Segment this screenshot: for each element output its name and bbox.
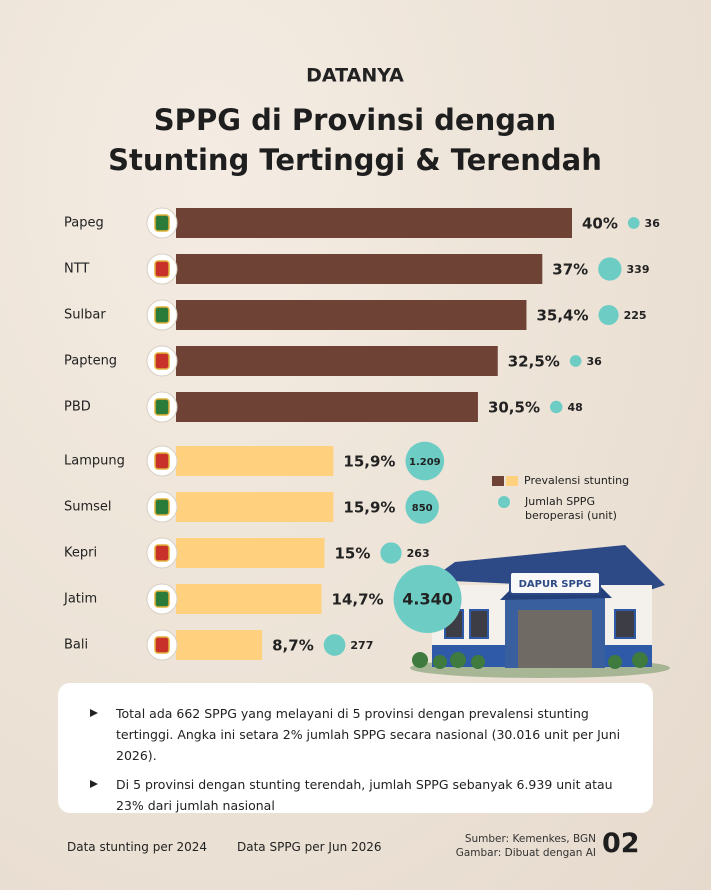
category-label: Papeg <box>64 216 104 231</box>
category-label: Sulbar <box>64 308 106 323</box>
emblem-shield <box>154 544 170 562</box>
bar-value-label: 35,4% <box>536 307 588 325</box>
bar-value-label: 8,7% <box>272 637 314 655</box>
bar <box>176 254 543 284</box>
bar <box>176 538 325 568</box>
category-label: Papteng <box>64 354 117 369</box>
category-label: Jatim <box>63 592 97 607</box>
bubble-value-label: 4.340 <box>402 590 453 609</box>
bubble-value-label: 277 <box>350 639 373 652</box>
bubble-value-label: 850 <box>412 503 433 514</box>
category-label: PBD <box>64 400 91 415</box>
bubble-value-label: 1.209 <box>409 457 441 468</box>
emblem-shield <box>154 636 170 654</box>
bar <box>176 392 478 422</box>
bubble <box>393 565 462 633</box>
bar-value-label: 14,7% <box>332 591 384 609</box>
legend-item: Jumlah SPPG beroperasi (unit) <box>492 495 692 523</box>
kicker: DATANYA <box>306 65 404 87</box>
bubble <box>549 400 563 414</box>
bubble <box>380 542 402 564</box>
building-sign: DAPUR SPPG <box>519 579 592 590</box>
emblem-shield <box>154 498 170 516</box>
bubble <box>405 441 445 481</box>
bar <box>176 346 498 376</box>
bubble-value-label: 263 <box>407 547 430 560</box>
category-label: NTT <box>64 262 89 277</box>
emblem-shield <box>154 214 170 232</box>
building-illustration: DAPUR SPPG <box>410 545 670 678</box>
bar-value-label: 15,9% <box>343 499 395 517</box>
bar-value-label: 30,5% <box>488 399 540 417</box>
legend-swatch <box>492 475 504 486</box>
source: Sumber: Kemenkes, BGN <box>464 833 596 845</box>
credits: Sumber: Kemenkes, BGN Gambar: Dibuat den… <box>420 832 596 860</box>
bar <box>176 446 334 476</box>
bubble <box>627 217 640 229</box>
legend-label: Prevalensi stunting <box>524 474 630 487</box>
notes-box: Total ada 662 SPPG yang melayani di 5 pr… <box>58 683 653 813</box>
emblem-shield <box>154 352 170 370</box>
bubble <box>569 355 582 367</box>
title-line: Stunting Tertinggi & Terendah <box>108 143 602 177</box>
bar-value-label: 40% <box>582 215 618 233</box>
note: Di 5 provinsi dengan stunting terendah, … <box>90 774 623 816</box>
legend-item: Prevalensi stunting <box>492 474 692 487</box>
note: Total ada 662 SPPG yang melayani di 5 pr… <box>90 703 623 766</box>
category-label: Bali <box>64 638 88 653</box>
bubble-value-label: 48 <box>568 401 583 414</box>
bar <box>176 300 527 330</box>
footer-note: Data SPPG per Jun 2026 <box>237 840 382 854</box>
footer-note: Data stunting per 2024 <box>67 840 207 854</box>
bar-value-label: 37% <box>552 261 588 279</box>
bubble <box>405 490 439 524</box>
legend-label: Jumlah SPPG beroperasi (unit) <box>525 495 617 522</box>
emblem-shield <box>154 260 170 278</box>
bubble <box>598 257 622 281</box>
title-line: SPPG di Provinsi dengan <box>154 103 556 137</box>
bar-value-label: 15% <box>335 545 371 563</box>
bubble-value-label: 36 <box>645 217 661 230</box>
bar <box>176 492 334 522</box>
bubble-value-label: 225 <box>624 309 647 322</box>
legend-swatch <box>506 475 518 486</box>
category-label: Kepri <box>64 546 97 561</box>
emblem-shield <box>154 398 170 416</box>
bar <box>176 630 263 660</box>
emblem-shield <box>154 306 170 324</box>
bubble <box>598 304 619 326</box>
bar-value-label: 15,9% <box>343 453 395 471</box>
bar-value-label: 32,5% <box>508 353 560 371</box>
page-number: 02 <box>602 828 640 859</box>
bar <box>176 208 572 238</box>
emblem-shield <box>154 452 170 470</box>
category-label: Lampung <box>64 454 125 469</box>
bubble-value-label: 339 <box>627 263 650 276</box>
legend: Prevalensi stunting Jumlah SPPG beroperas… <box>492 474 692 523</box>
bar <box>176 584 322 614</box>
bubble-value-label: 36 <box>586 355 602 368</box>
bubble <box>323 634 346 656</box>
legend-swatch <box>498 496 510 508</box>
category-label: Sumsel <box>64 500 112 515</box>
image-credit: Gambar: Dibuat dengan AI <box>455 847 596 859</box>
emblem-shield <box>154 590 170 608</box>
